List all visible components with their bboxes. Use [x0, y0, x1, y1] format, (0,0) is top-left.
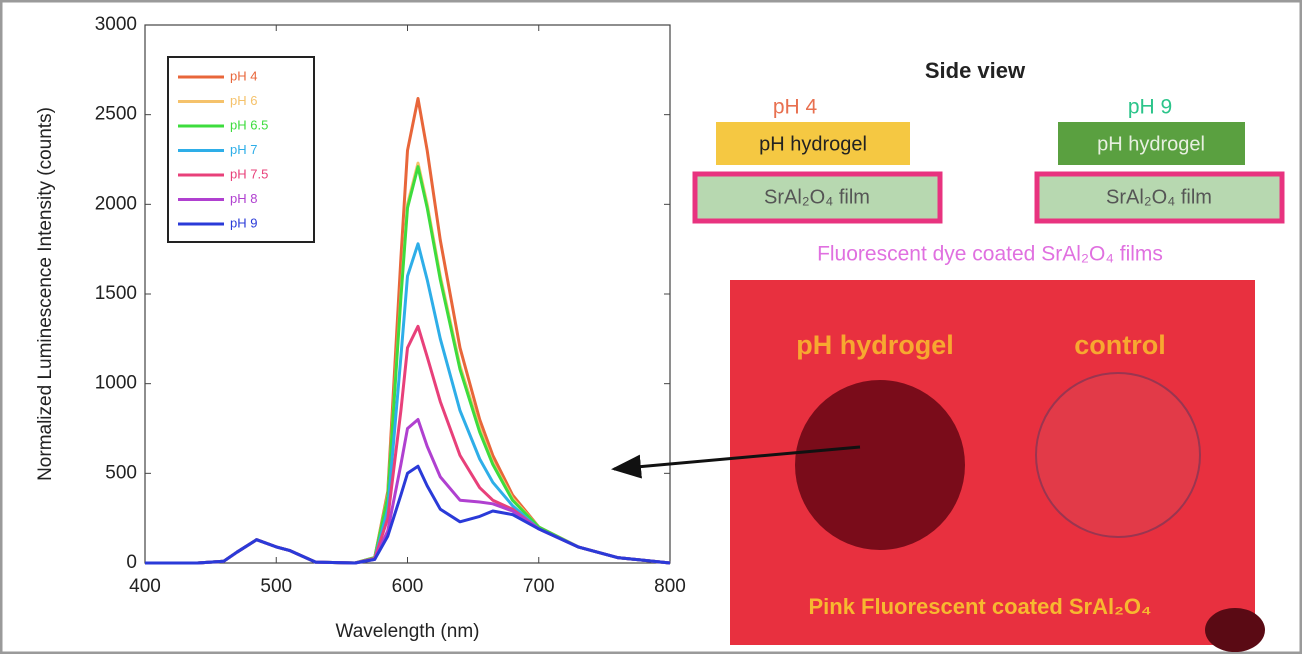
y-axis-title: Normalized Luminescence Intensity (count…	[35, 107, 56, 481]
legend-label: pH 4	[230, 68, 257, 83]
legend-label: pH 7	[230, 142, 257, 157]
x-tick-label: 500	[260, 576, 292, 597]
control-spot	[1036, 373, 1200, 537]
legend-label: pH 7.5	[230, 166, 268, 181]
ph-label: pH 9	[1128, 96, 1172, 119]
y-tick-label: 500	[105, 462, 137, 483]
photo-label: pH hydrogel	[796, 330, 954, 360]
y-tick-label: 1000	[95, 373, 137, 394]
ph-label: pH 4	[773, 96, 818, 119]
caption: Fluorescent dye coated SrAl₂O₄ films	[817, 243, 1163, 266]
y-tick-label: 0	[126, 552, 137, 573]
x-tick-label: 400	[129, 576, 161, 597]
photo-label: Pink Fluorescent coated SrAl₂O₄	[808, 594, 1151, 619]
diagram-title: Side view	[925, 58, 1026, 83]
x-tick-label: 800	[654, 576, 686, 597]
y-tick-label: 1500	[95, 283, 137, 304]
film-label: SrAl₂O₄ film	[1106, 186, 1212, 208]
figure: 0 500 1000 1500 2000 2500 3000 400 500 600 700 800 W…	[0, 0, 1302, 654]
legend: pH 4 pH 6 pH 6.5 pH 7 pH 7.5 pH 8 pH 9	[168, 57, 314, 242]
hydrogel-spot	[795, 380, 965, 550]
photo-shadow	[1205, 608, 1265, 652]
hydrogel-label: pH hydrogel	[759, 133, 867, 155]
y-tick-label: 2000	[95, 193, 137, 214]
y-tick-label: 2500	[95, 104, 137, 125]
x-axis-title: Wavelength (nm)	[336, 621, 480, 642]
legend-label: pH 8	[230, 191, 257, 206]
film-label: SrAl₂O₄ film	[764, 186, 870, 208]
legend-label: pH 6	[230, 93, 257, 108]
legend-label: pH 6.5	[230, 117, 268, 132]
hydrogel-label: pH hydrogel	[1097, 133, 1205, 155]
x-tick-label: 700	[523, 576, 555, 597]
y-tick-label: 3000	[95, 14, 137, 35]
x-tick-label: 600	[392, 576, 424, 597]
photo-label: control	[1074, 330, 1166, 360]
legend-label: pH 9	[230, 215, 257, 230]
